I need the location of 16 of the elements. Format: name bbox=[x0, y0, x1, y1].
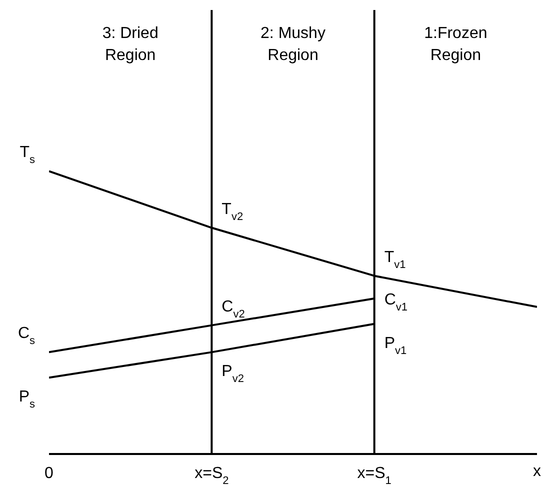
text: 3: Dried Region bbox=[102, 25, 158, 64]
annotation: P$_{v1}$ bbox=[384, 334, 407, 357]
x-tick-label: x=S$_{1}$ bbox=[357, 465, 392, 487]
annotation: T$_{s}$ bbox=[20, 144, 36, 166]
annotation: P$_{s}$ bbox=[18, 388, 36, 411]
annotation: P$_{v2}$ bbox=[222, 363, 244, 386]
annotation: C$_{v2}$ bbox=[222, 298, 245, 320]
text: 1:Frozen Region bbox=[424, 25, 488, 64]
x-axis-title: x bbox=[533, 463, 541, 480]
annotation: C$_{s}$ bbox=[18, 325, 36, 348]
annotation: C$_{v1}$ bbox=[384, 291, 408, 314]
annotation: T$_{v2}$ bbox=[222, 200, 244, 223]
x-tick-label: 0 bbox=[44, 465, 54, 482]
annotation: T$_{v1}$ bbox=[384, 248, 406, 271]
x-tick-label: x=S$_{2}$ bbox=[194, 465, 229, 487]
text: 2: Mushy Region bbox=[260, 25, 326, 64]
